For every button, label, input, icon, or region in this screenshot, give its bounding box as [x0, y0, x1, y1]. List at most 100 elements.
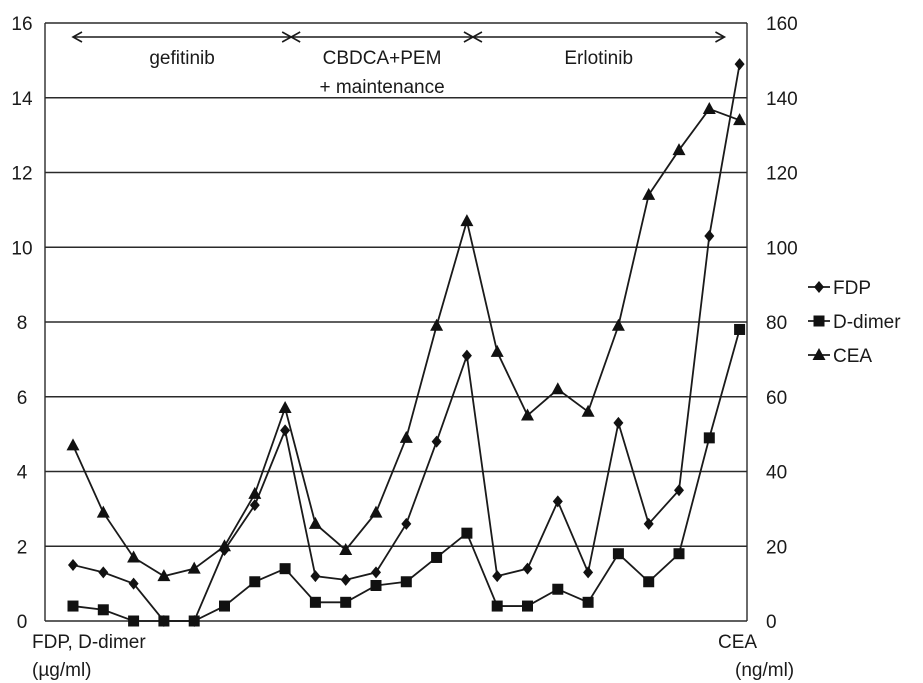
data-point-d-dimer [370, 579, 382, 591]
data-point-cea [127, 550, 141, 563]
legend-marker-fdp [814, 281, 824, 293]
arrowhead-left [71, 31, 83, 43]
data-point-cea [248, 486, 262, 499]
data-point-fdp [674, 484, 684, 497]
data-point-d-dimer [522, 600, 533, 612]
annotation-1: CBDCA+PEM + maintenance [289, 31, 475, 98]
data-point-fdp [249, 499, 260, 512]
right-tick-label: 100 [766, 238, 798, 259]
data-point-cea [308, 516, 322, 529]
data-point-cea [702, 101, 716, 114]
data-series [66, 58, 747, 627]
data-point-d-dimer [703, 432, 715, 444]
data-point-cea [460, 214, 474, 227]
data-point-d-dimer [67, 600, 79, 612]
right-tick-label: 0 [766, 612, 777, 633]
arrowhead-left [471, 31, 483, 43]
annotation-label: Erlotinib [564, 48, 633, 69]
series-cea [66, 101, 747, 582]
right-tick-label: 80 [766, 313, 787, 334]
data-point-fdp [492, 570, 503, 583]
grid-lines [45, 22, 747, 547]
data-point-cea [187, 561, 201, 574]
data-point-d-dimer [279, 563, 291, 575]
data-point-fdp [431, 435, 442, 448]
right-tick-label: 120 [766, 164, 798, 185]
right-tick-label: 60 [766, 388, 787, 409]
data-point-d-dimer [612, 548, 624, 560]
right-tick-label: 20 [766, 537, 787, 558]
data-point-cea [672, 143, 686, 156]
data-point-d-dimer [249, 576, 261, 588]
data-point-cea [733, 113, 747, 126]
right-axis-label-line2: (ng/ml) [735, 660, 794, 681]
series-fdp [68, 58, 745, 627]
data-point-fdp [401, 517, 412, 530]
data-point-fdp [340, 573, 351, 586]
data-point-d-dimer [582, 596, 594, 608]
series-d-dimer [67, 323, 746, 627]
data-point-cea [611, 318, 625, 331]
data-point-d-dimer [97, 604, 109, 616]
left-tick-label: 8 [17, 313, 28, 334]
left-tick-label: 6 [17, 388, 28, 409]
annotation-label-line2: + maintenance [319, 77, 444, 98]
data-point-d-dimer [188, 615, 200, 627]
data-point-fdp [704, 230, 715, 243]
data-point-cea [399, 430, 413, 443]
data-point-cea [157, 569, 171, 582]
data-point-d-dimer [340, 596, 352, 608]
series-line-fdp [72, 63, 741, 622]
data-point-cea [66, 438, 80, 451]
right-y-tick-labels: 0 20 40 60 80 100 120 140 160 [766, 14, 798, 633]
annotation-2: Erlotinib [471, 31, 727, 69]
data-point-d-dimer [158, 615, 170, 627]
data-point-d-dimer [431, 551, 443, 563]
data-point-d-dimer [734, 323, 746, 335]
legend-marker-d-dimer [813, 315, 825, 327]
data-point-fdp [310, 570, 321, 583]
left-tick-label: 4 [17, 463, 28, 484]
series-line-cea [72, 107, 740, 578]
data-point-d-dimer [461, 527, 473, 539]
data-point-cea [339, 542, 353, 555]
annotation-0: gefitinib [71, 31, 293, 69]
treatment-annotations: gefitinib CBDCA+PEM + maintenance Erlotinib [71, 31, 727, 98]
legend-label: D-dimer [833, 312, 901, 333]
data-point-fdp [643, 517, 654, 530]
data-point-cea [490, 344, 504, 357]
legend: FDP D-dimer CEA [808, 278, 901, 367]
annotation-label: CBDCA+PEM [323, 48, 442, 69]
right-tick-label: 140 [766, 89, 798, 110]
right-axis-label-line1: CEA [718, 632, 757, 653]
data-point-fdp [522, 562, 533, 575]
data-point-fdp [734, 58, 745, 71]
data-point-cea [430, 318, 444, 331]
left-y-tick-labels: 0 2 4 6 8 10 12 14 16 [11, 14, 33, 633]
data-point-cea [96, 505, 110, 518]
legend-item-fdp: FDP [808, 278, 871, 299]
data-point-fdp [98, 566, 109, 579]
data-point-d-dimer [400, 576, 412, 588]
left-axis-label-line1: FDP, D-dimer [32, 632, 146, 653]
data-point-cea [521, 408, 534, 421]
data-point-cea [278, 400, 292, 413]
data-point-d-dimer [673, 548, 685, 560]
data-point-fdp [613, 416, 624, 429]
legend-label: FDP [833, 278, 871, 299]
legend-item-d-dimer: D-dimer [808, 312, 901, 333]
legend-marker-cea [812, 348, 826, 360]
annotation-label: gefitinib [149, 48, 215, 69]
data-point-d-dimer [309, 596, 321, 608]
legend-item-cea: CEA [808, 346, 872, 367]
data-point-cea [369, 505, 383, 518]
left-tick-label: 0 [17, 612, 28, 633]
data-point-fdp [128, 577, 139, 590]
left-axis-label-line2: (µg/ml) [32, 660, 92, 681]
data-point-d-dimer [128, 615, 140, 627]
data-point-fdp [68, 558, 78, 571]
data-point-fdp [280, 424, 291, 437]
data-point-cea [581, 404, 595, 417]
data-point-fdp [371, 566, 381, 579]
